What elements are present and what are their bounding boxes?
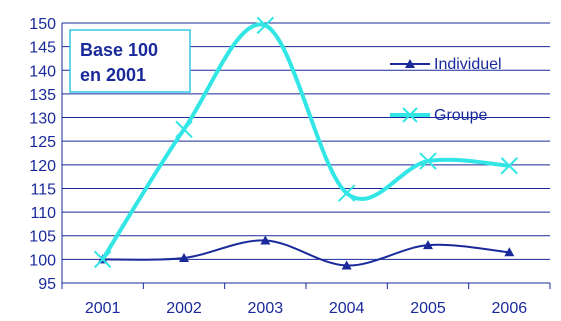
y-tick-label: 150 [29,16,56,33]
y-tick-label: 100 [29,252,56,269]
point-groupe-2004 [337,184,356,202]
y-tick-label: 125 [29,134,56,151]
point-individuel-2006 [504,247,515,257]
base-annotation-line2: en 2001 [80,65,146,85]
x-tick-label: 2002 [166,300,202,317]
point-individuel-2004 [341,260,352,270]
y-tick-label: 95 [38,276,56,293]
point-groupe-2006 [500,157,519,175]
y-tick-label: 140 [29,63,56,80]
base-annotation-box [69,29,191,93]
x-tick-label: 2006 [492,300,528,317]
y-tick-labels: 150 145 140 135 130 125 120 115 110 105 100 95 [29,16,56,293]
y-tick-label: 135 [29,87,56,104]
point-groupe-2003 [256,16,275,35]
legend-marker-individuel [405,59,415,68]
y-tick-label: 130 [29,111,56,128]
y-tick-label: 115 [30,181,56,198]
point-individuel-2003 [260,235,271,245]
base-annotation: Base 100 en 2001 [69,29,191,93]
legend-item-individuel: Individuel [390,56,502,73]
point-groupe-2005 [419,152,437,170]
y-tick-label: 145 [29,40,56,57]
point-individuel-2002 [179,252,189,262]
x-tick-labels: 2001 2002 2003 2004 2005 2006 [85,300,527,317]
y-tick-label: 105 [29,229,56,246]
x-tick-label: 2003 [248,300,284,317]
base-annotation-line1: Base 100 [80,40,158,60]
legend-item-groupe: Groupe [390,107,487,124]
point-individuel-2005 [423,240,433,250]
legend-marker-groupe [402,107,418,123]
legend-label-groupe: Groupe [434,107,487,124]
legend-label-individuel: Individuel [434,56,502,73]
series-layer [93,16,519,270]
series-line-individuel [102,239,510,267]
x-tick-label: 2005 [410,300,446,317]
x-tick-marks [61,283,551,289]
point-groupe-2001 [93,250,112,269]
x-tick-label: 2001 [85,300,121,317]
point-groupe-2002 [175,120,193,139]
x-tick-label: 2004 [329,300,365,317]
legend: Individuel Groupe [390,56,502,124]
y-tick-label: 110 [30,205,56,222]
y-tick-label: 120 [29,158,56,175]
